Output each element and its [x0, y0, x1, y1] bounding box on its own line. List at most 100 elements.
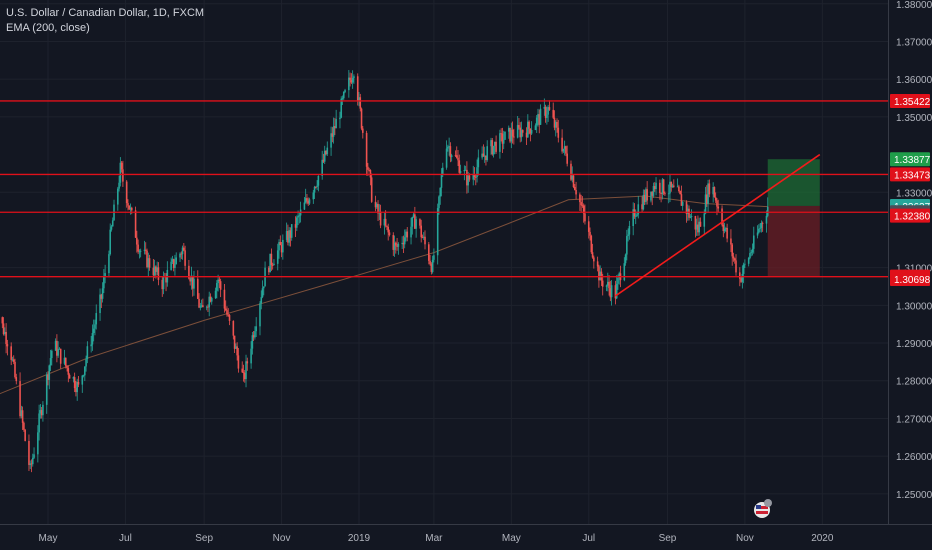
candle-body-225: [393, 242, 396, 250]
candle-body-119: [205, 306, 208, 308]
candle-body-176: [306, 198, 308, 201]
candle-body-390: [686, 208, 689, 214]
candle-body-366: [643, 195, 646, 202]
candle-body-218: [379, 211, 382, 226]
candle-body-50: [82, 375, 85, 377]
loss-zone[interactable]: [767, 205, 820, 277]
candle-body-253: [441, 167, 444, 175]
y-tick-label-5: 1.31000: [896, 264, 932, 275]
y-tick-label-8: 1.28000: [896, 377, 932, 388]
candle-body-259: [454, 155, 457, 157]
candle-body-300: [527, 121, 529, 138]
candle-body-313: [548, 107, 551, 110]
candle-body-82: [138, 251, 141, 253]
candle-body-432: [760, 222, 763, 228]
candle-body-268: [468, 175, 471, 180]
candle-body-47: [76, 381, 78, 393]
candle-body-57: [94, 324, 96, 329]
candle-body-110: [189, 278, 191, 282]
candle-body-162: [280, 245, 283, 253]
candle-body-346: [608, 281, 610, 289]
candle-body-335: [589, 231, 591, 236]
candle-body-170: [296, 217, 298, 228]
indicator-title[interactable]: EMA (200, close): [6, 22, 90, 34]
candle-body-221: [386, 225, 388, 227]
price-axis[interactable]: 1.38000 1.37000 1.36000 1.35000 1.33000 1.310…: [888, 0, 932, 550]
candle-body-382: [671, 185, 674, 188]
candle-body-385: [678, 186, 680, 192]
candle-body-278: [486, 146, 489, 161]
candle-body-72: [120, 162, 123, 170]
candle-body-212: [369, 170, 372, 178]
candle-body-275: [482, 153, 485, 157]
candle-body-419: [739, 272, 741, 279]
candle-body-305: [535, 117, 538, 126]
x-tick-label-1: Jul: [119, 533, 132, 544]
candle-body-425: [749, 253, 751, 259]
candle-body-172: [298, 215, 301, 217]
candle-body-131: [226, 310, 228, 315]
candle-body-406: [714, 197, 717, 201]
candle-body-83: [139, 250, 142, 252]
candle-body-146: [252, 335, 255, 338]
candle-body-231: [403, 237, 406, 245]
candle-body-262: [458, 160, 461, 173]
candle-body-159: [276, 250, 279, 264]
candle-body-314: [552, 109, 555, 118]
candle-body-297: [520, 130, 523, 138]
time-axis[interactable]: May Jul Sep Nov 2019 Mar May Jul Sep Nov 2020: [0, 524, 932, 545]
y-tick-label-6: 1.30000: [896, 301, 932, 312]
candle-body-240: [420, 225, 422, 238]
candle-body-320: [562, 148, 565, 152]
candle-body-428: [752, 235, 755, 249]
candle-body-78: [130, 207, 133, 211]
candle-body-187: [325, 150, 327, 155]
candle-body-81: [137, 244, 139, 252]
candle-body-10: [11, 359, 14, 361]
candle-body-103: [175, 257, 178, 265]
candle-body-53: [86, 346, 89, 360]
candle-body-121: [208, 296, 211, 308]
trend-line[interactable]: [614, 153, 821, 297]
candle-body-213: [370, 177, 373, 202]
ema-line[interactable]: [0, 195, 768, 396]
candle-body-433: [761, 222, 764, 224]
candle-body-15: [20, 410, 23, 417]
candle-body-199: [348, 77, 350, 91]
candle-body-276: [483, 155, 486, 157]
candle-body-4: [1, 317, 4, 324]
candle-body-340: [598, 266, 600, 281]
candle-body-357: [627, 234, 629, 237]
candle-body-236: [412, 214, 415, 217]
candle-body-58: [95, 313, 98, 325]
symbol-title[interactable]: U.S. Dollar / Canadian Dollar, 1D, FXCM: [6, 7, 205, 19]
price-tag-label-0: 1.35422: [894, 97, 931, 108]
candle-body-205: [358, 97, 360, 102]
candle-body-254: [445, 148, 448, 168]
profit-zone[interactable]: [767, 159, 820, 206]
candle-body-258: [450, 155, 453, 158]
candle-body-414: [730, 238, 732, 245]
candle-body-195: [340, 98, 343, 118]
candle-body-139: [241, 368, 244, 373]
candle-body-246: [430, 264, 433, 272]
candle-body-105: [180, 253, 183, 255]
candle-body-323: [566, 153, 568, 164]
candle-body-338: [593, 257, 595, 262]
candle-body-299: [525, 132, 528, 138]
x-tick-label-3: Nov: [273, 533, 291, 544]
candle-body-62: [103, 276, 105, 289]
candle-body-233: [406, 231, 409, 238]
candle-body-136: [235, 346, 237, 349]
candle-body-383: [673, 185, 675, 187]
economic-event-flag-icon[interactable]: [754, 499, 772, 518]
candle-body-397: [698, 221, 700, 233]
candle-body-251: [439, 187, 442, 197]
candle-body-243: [424, 236, 426, 245]
candle-body-271: [474, 177, 477, 178]
candle-body-127: [218, 279, 221, 282]
candle-body-76: [128, 205, 131, 210]
candle-body-396: [697, 224, 699, 233]
candle-body-154: [268, 267, 270, 273]
